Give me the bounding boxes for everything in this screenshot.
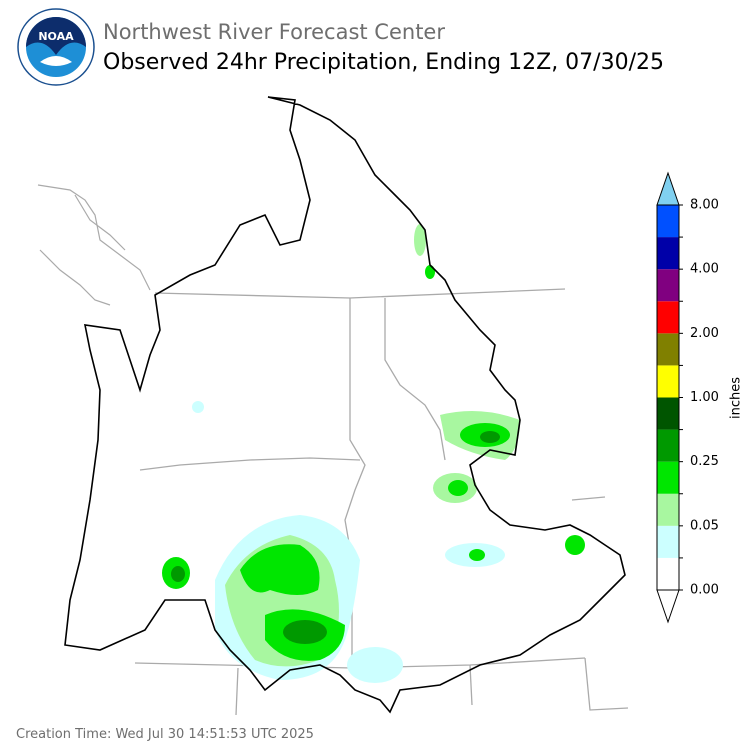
- coastline: [37, 184, 151, 306]
- colorbar-segment: [657, 525, 679, 558]
- colorbar-segment: [657, 205, 679, 238]
- colorbar-tick-label: 0.05: [690, 518, 719, 533]
- colorbar-segment: [657, 557, 679, 590]
- basin-outline: [64, 96, 626, 714]
- colorbar-tick-label: 1.00: [690, 390, 719, 405]
- colorbar-segment: [657, 237, 679, 270]
- colorbar-label: inches: [729, 377, 744, 419]
- precip-areas: [162, 224, 585, 683]
- colorbar-segment: [657, 301, 679, 334]
- colorbar-segment: [657, 397, 679, 430]
- colorbar-tick-label: 0.00: [690, 583, 719, 598]
- colorbar-tick-label: 8.00: [690, 198, 719, 213]
- colorbar-tick-label: 0.25: [690, 454, 719, 469]
- colorbar-under: [656, 589, 680, 624]
- noaa-logo: NOAA: [17, 8, 95, 86]
- colorbar-segment: [657, 365, 679, 398]
- colorbar-tick-label: 4.00: [690, 262, 719, 277]
- svg-text:NOAA: NOAA: [38, 30, 74, 43]
- colorbar-segment: [657, 429, 679, 462]
- colorbar-segment: [657, 269, 679, 302]
- colorbar-segment: [657, 493, 679, 526]
- colorbar-segment: [657, 333, 679, 366]
- colorbar-tick-label: 2.00: [690, 326, 719, 341]
- map-title: Observed 24hr Precipitation, Ending 12Z,…: [103, 50, 664, 75]
- colorbar-segment: [657, 461, 679, 494]
- creation-time: Creation Time: Wed Jul 30 14:51:53 UTC 2…: [16, 727, 314, 742]
- colorbar: 0.00 0.05 0.25 1.00 2.00 4.00 8.00 inches: [656, 171, 744, 624]
- agency-name: Northwest River Forecast Center: [103, 20, 445, 44]
- colorbar-over: [656, 171, 680, 206]
